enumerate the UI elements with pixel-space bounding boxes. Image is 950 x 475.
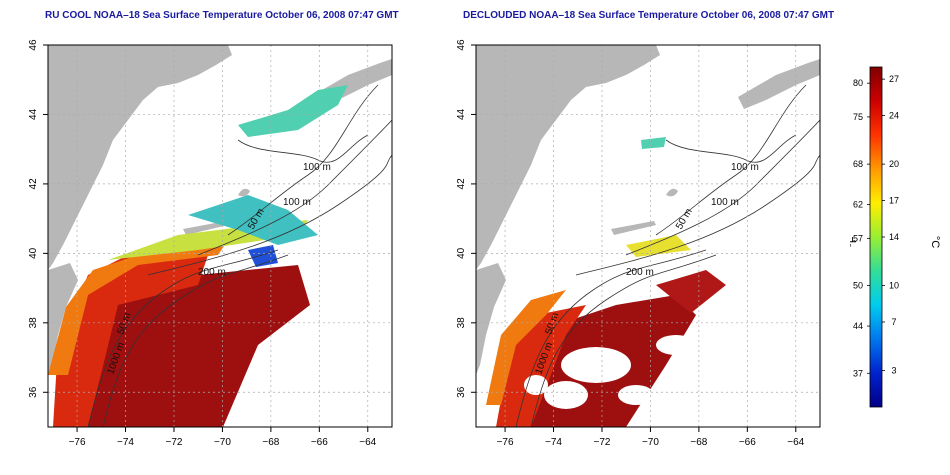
- sst-cyan-patch: [188, 195, 318, 245]
- bathymetry-contour: [227, 84, 379, 236]
- bathymetry-contour: [237, 134, 369, 163]
- sst-orange-band: [48, 240, 228, 375]
- celsius-tick-label: 10: [889, 281, 899, 291]
- y-tick-label: 44: [28, 108, 39, 120]
- x-tick-label: −64: [359, 437, 376, 448]
- nova-scotia: [738, 59, 820, 109]
- contour-label: 100 m: [283, 197, 311, 208]
- x-tick-label: −72: [165, 437, 182, 448]
- fahrenheit-axis-label: °F: [850, 236, 859, 247]
- x-tick-label: −66: [311, 437, 328, 448]
- y-tick-label: 42: [28, 178, 39, 190]
- fahrenheit-tick-label: 57: [853, 233, 863, 243]
- contour-label: 200 m: [626, 267, 654, 278]
- y-tick-label: 38: [28, 317, 39, 329]
- fahrenheit-tick-label: 75: [853, 112, 863, 122]
- colorbar-gradient: [869, 66, 883, 408]
- temperature-colorbar: 80 75 68 62 57 50 44 37 27 24 20 17 14 10 7 3 °F °C: [850, 66, 941, 408]
- x-tick-label: −70: [642, 437, 659, 448]
- contour-label: 200 m: [198, 267, 226, 278]
- x-tick-label: −68: [690, 437, 707, 448]
- contour-label: 50 m: [674, 207, 695, 232]
- sst-offshore-eddy: [656, 270, 726, 313]
- cloud-gap: [524, 375, 548, 395]
- bathymetry-contour: [102, 254, 289, 427]
- fahrenheit-tick-label: 68: [853, 159, 863, 169]
- y-tick-label: 36: [456, 386, 467, 398]
- celsius-tick-label: 7: [891, 317, 896, 327]
- landmass: [476, 45, 660, 270]
- sst-gulf-of-maine-patch: [641, 137, 666, 149]
- right-panel-title: DECLOUDED NOAA–18 Sea Surface Temperatur…: [463, 10, 835, 21]
- y-tick-label: 36: [28, 386, 39, 398]
- left-panel-title: RU COOL NOAA–18 Sea Surface Temperature …: [45, 10, 399, 21]
- celsius-tick-label: 17: [889, 196, 899, 206]
- fahrenheit-tick-label: 80: [853, 78, 863, 88]
- sst-red-band: [496, 305, 586, 427]
- celsius-tick-label: 3: [891, 366, 896, 376]
- x-tick-label: −76: [69, 437, 86, 448]
- y-tick-label: 46: [28, 39, 39, 51]
- y-tick-label: 44: [456, 108, 467, 120]
- bathymetry-contour: [655, 84, 807, 236]
- sst-yellow-band: [626, 235, 691, 257]
- map-frame: [475, 44, 821, 428]
- fahrenheit-tick-label: 62: [853, 200, 863, 210]
- contour-label: 100 m: [731, 162, 759, 173]
- bathymetry-contour: [665, 134, 797, 163]
- x-tick-label: −70: [214, 437, 231, 448]
- celsius-tick-label: 27: [889, 74, 899, 84]
- y-tick-label: 40: [28, 247, 39, 259]
- fahrenheit-tick-label: 44: [853, 321, 863, 331]
- cape-cod: [666, 188, 678, 197]
- sst-red-band: [53, 250, 208, 427]
- bathymetry-contour: [197, 119, 392, 256]
- celsius-tick-label: 20: [889, 159, 899, 169]
- y-tick-label: 42: [456, 178, 467, 190]
- y-tick-label: 46: [456, 39, 467, 51]
- x-tick-label: −72: [593, 437, 610, 448]
- bathymetry-contour: [515, 249, 707, 427]
- cloud-gap: [544, 381, 588, 409]
- celsius-axis-label: °C: [929, 236, 941, 248]
- x-tick-label: −64: [787, 437, 804, 448]
- cape-cod: [238, 188, 250, 197]
- x-tick-label: −68: [262, 437, 279, 448]
- contour-label: 100 m: [711, 197, 739, 208]
- celsius-tick-label: 14: [889, 232, 899, 242]
- bathymetry-contour: [87, 249, 279, 427]
- cloud-gap: [618, 385, 654, 405]
- bathymetry-contour: [625, 119, 820, 256]
- celsius-tick-label: 24: [889, 111, 899, 121]
- sst-gulf-of-maine-patch: [238, 85, 348, 137]
- bathymetry-contour: [575, 154, 820, 276]
- cloud-gap: [656, 335, 696, 355]
- x-tick-label: −74: [117, 437, 134, 448]
- x-tick-label: −74: [545, 437, 562, 448]
- contour-label: 100 m: [303, 162, 331, 173]
- bathymetry-contour: [530, 254, 717, 427]
- cloud-gap: [561, 347, 631, 383]
- fahrenheit-tick-label: 50: [853, 281, 863, 291]
- landmass-south: [476, 263, 506, 375]
- long-island: [611, 221, 656, 235]
- sst-warm-core: [83, 265, 310, 427]
- fahrenheit-tick-label: 37: [853, 368, 863, 378]
- landmass: [48, 45, 232, 270]
- x-tick-label: −66: [739, 437, 756, 448]
- y-tick-label: 38: [456, 317, 467, 329]
- bathymetry-contour: [147, 154, 392, 276]
- map-frame: [47, 44, 393, 428]
- x-tick-label: −76: [497, 437, 514, 448]
- sst-orange-band: [486, 290, 566, 405]
- long-island: [183, 221, 228, 235]
- y-tick-label: 40: [456, 247, 467, 259]
